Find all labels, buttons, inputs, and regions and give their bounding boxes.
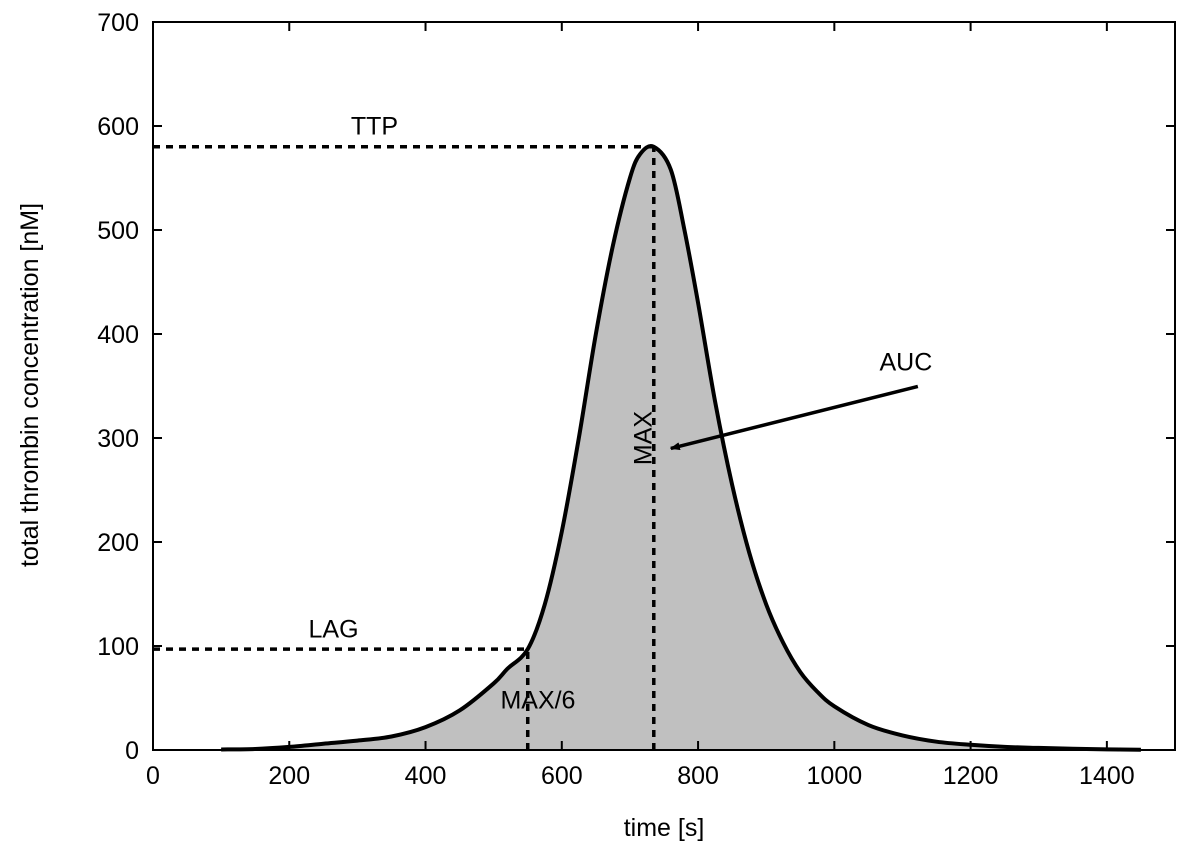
annotation-ttp: TTP <box>351 112 398 140</box>
auc-arrow <box>669 384 919 451</box>
x-tick-label: 400 <box>405 762 447 790</box>
x-tick-label: 600 <box>541 762 583 790</box>
plot-area: 0 200 400 600 800 1000 1200 1400 0 100 200 300 400 50… <box>97 9 1176 790</box>
y-axis-label: total thrombin concentration [nM] <box>16 203 44 567</box>
annotation-max: MAX <box>630 411 658 466</box>
y-tick-label: 300 <box>97 425 139 453</box>
y-tick-label: 200 <box>97 529 139 557</box>
x-tick-label: 800 <box>677 762 719 790</box>
y-tick-label: 100 <box>97 633 139 661</box>
x-tick-label: 0 <box>146 762 160 790</box>
auc-area <box>221 146 1141 750</box>
y-tick-label: 600 <box>97 113 139 141</box>
y-tick-label: 500 <box>97 217 139 245</box>
y-tick-label: 0 <box>125 737 139 765</box>
x-tick-label: 1000 <box>807 762 863 790</box>
y-tick-label: 700 <box>97 9 139 37</box>
thrombin-curve <box>221 144 1141 752</box>
x-tick-label: 1200 <box>943 762 999 790</box>
x-tick-label: 200 <box>268 762 310 790</box>
x-axis-label: time [s] <box>624 814 705 842</box>
plot-frame <box>152 21 1176 751</box>
annotation-max-6: MAX/6 <box>500 686 575 714</box>
x-tick-label: 1400 <box>1079 762 1135 790</box>
y-tick-label: 400 <box>97 321 139 349</box>
annotation-lag: LAG <box>309 616 359 644</box>
annotation-auc: AUC <box>879 348 932 376</box>
